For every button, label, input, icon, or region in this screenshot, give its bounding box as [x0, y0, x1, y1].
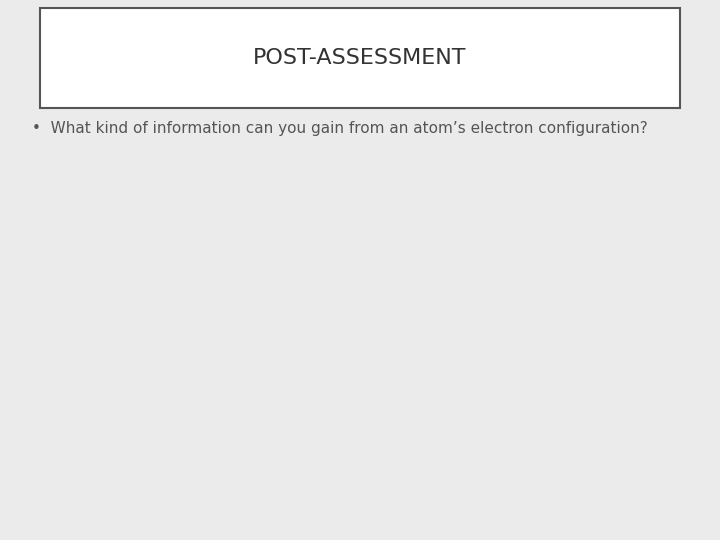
- FancyBboxPatch shape: [40, 8, 680, 108]
- Text: •  What kind of information can you gain from an atom’s electron configuration?: • What kind of information can you gain …: [32, 122, 648, 137]
- Text: POST-ASSESSMENT: POST-ASSESSMENT: [253, 48, 467, 68]
